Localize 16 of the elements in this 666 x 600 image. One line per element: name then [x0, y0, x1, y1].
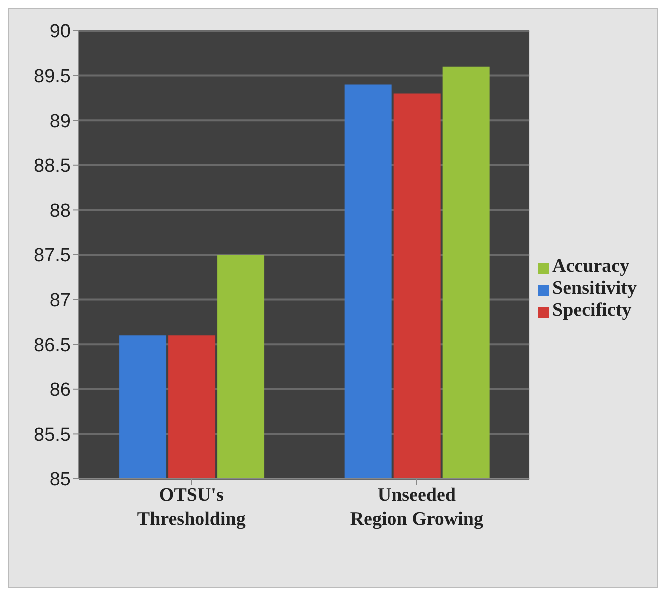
y-tick-label: 86.5: [34, 335, 71, 356]
x-tick-label: OTSU's Thresholding: [137, 485, 246, 530]
y-tick-label: 90: [50, 22, 71, 43]
x-tick-label: Unseeded Region Growing: [350, 485, 484, 530]
y-tick-label: 86: [50, 380, 71, 402]
y-tick-label: 85: [50, 470, 71, 491]
legend-label: Accuracy: [552, 256, 630, 277]
y-tick-label: 89.5: [34, 66, 71, 88]
y-tick-label: 88: [50, 200, 71, 222]
legend-label: Sensitivity: [552, 278, 637, 299]
legend-label: Specificty: [552, 300, 632, 321]
y-tick-label: 87: [50, 290, 71, 312]
y-tick-label: 87.5: [34, 246, 71, 267]
y-tick-label: 85.5: [34, 424, 71, 446]
y-tick-label: 89: [50, 111, 71, 132]
y-tick-label: 88.5: [34, 156, 71, 178]
